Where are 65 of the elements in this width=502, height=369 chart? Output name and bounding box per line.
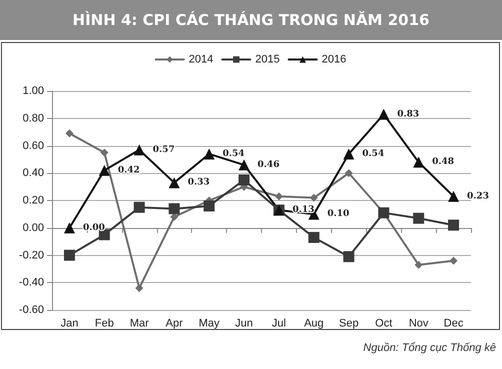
y-tick-label: 1.00 xyxy=(22,85,44,97)
data-label: 0.42 xyxy=(118,165,140,176)
x-tick-label: Oct xyxy=(375,318,392,330)
x-tick-label: Feb xyxy=(94,318,114,330)
point xyxy=(98,229,110,240)
data-label: 0.54 xyxy=(222,148,245,159)
y-tick-label: 0.80 xyxy=(22,112,44,124)
x-tick-label: Jun xyxy=(235,318,253,330)
y-tick-label: -0.60 xyxy=(18,304,44,316)
data-label: 0.10 xyxy=(327,209,350,220)
point xyxy=(450,256,458,265)
point xyxy=(135,284,144,292)
y-tick-label: 0.20 xyxy=(22,194,44,206)
point xyxy=(64,222,75,234)
point xyxy=(343,148,354,160)
text: Nguồn: Tổng cục Thống kê xyxy=(363,342,496,354)
point xyxy=(134,144,145,156)
x-tick-label: Aug xyxy=(304,318,324,330)
y-tick-label: -0.40 xyxy=(18,276,44,289)
point xyxy=(134,202,145,213)
x-tick-label: Mar xyxy=(130,318,150,330)
point xyxy=(65,129,74,138)
data-label: 0.46 xyxy=(258,160,280,170)
y-tick-label: -0.20 xyxy=(18,249,44,262)
point xyxy=(168,203,180,214)
x-tick-label: Dec xyxy=(444,318,464,330)
point xyxy=(378,108,390,120)
point xyxy=(448,220,460,231)
point xyxy=(448,190,460,202)
data-label: 0.00 xyxy=(82,222,105,233)
data-label: 0.57 xyxy=(152,144,175,155)
legend-label: 2015 xyxy=(255,54,280,66)
point xyxy=(344,169,353,178)
data-label: 0.83 xyxy=(397,109,420,120)
point xyxy=(100,148,108,157)
point xyxy=(310,194,318,202)
point xyxy=(168,177,180,188)
point xyxy=(413,156,424,168)
point xyxy=(238,174,250,186)
data-label: 0.23 xyxy=(467,191,489,202)
point xyxy=(274,192,283,200)
data-label: 0.48 xyxy=(432,157,454,168)
y-tick-label: 0.60 xyxy=(22,140,44,152)
chart-title: HÌNH 4: CPI CÁC THÁNG TRONG NĂM 2016 xyxy=(0,0,502,40)
point xyxy=(308,232,320,243)
point xyxy=(98,164,110,176)
point xyxy=(343,251,354,262)
x-tick-label: Jan xyxy=(60,318,78,330)
y-tick-label: 0.00 xyxy=(22,222,44,234)
x-tick-label: Nov xyxy=(408,318,429,330)
legend-label: 2016 xyxy=(322,54,346,66)
x-tick-label: May xyxy=(198,318,220,330)
point xyxy=(238,159,250,170)
x-tick-label: Apr xyxy=(166,318,184,330)
point xyxy=(204,148,215,160)
x-tick-label: Jul xyxy=(272,318,286,330)
data-label: 0.54 xyxy=(362,148,384,159)
legend-label: 2014 xyxy=(188,54,214,66)
point xyxy=(414,260,423,269)
point xyxy=(204,200,215,212)
data-label: 0.33 xyxy=(188,178,210,188)
y-tick-label: 0.40 xyxy=(22,167,44,180)
point xyxy=(64,250,75,261)
point xyxy=(413,212,424,224)
x-tick-label: Sep xyxy=(339,318,359,330)
